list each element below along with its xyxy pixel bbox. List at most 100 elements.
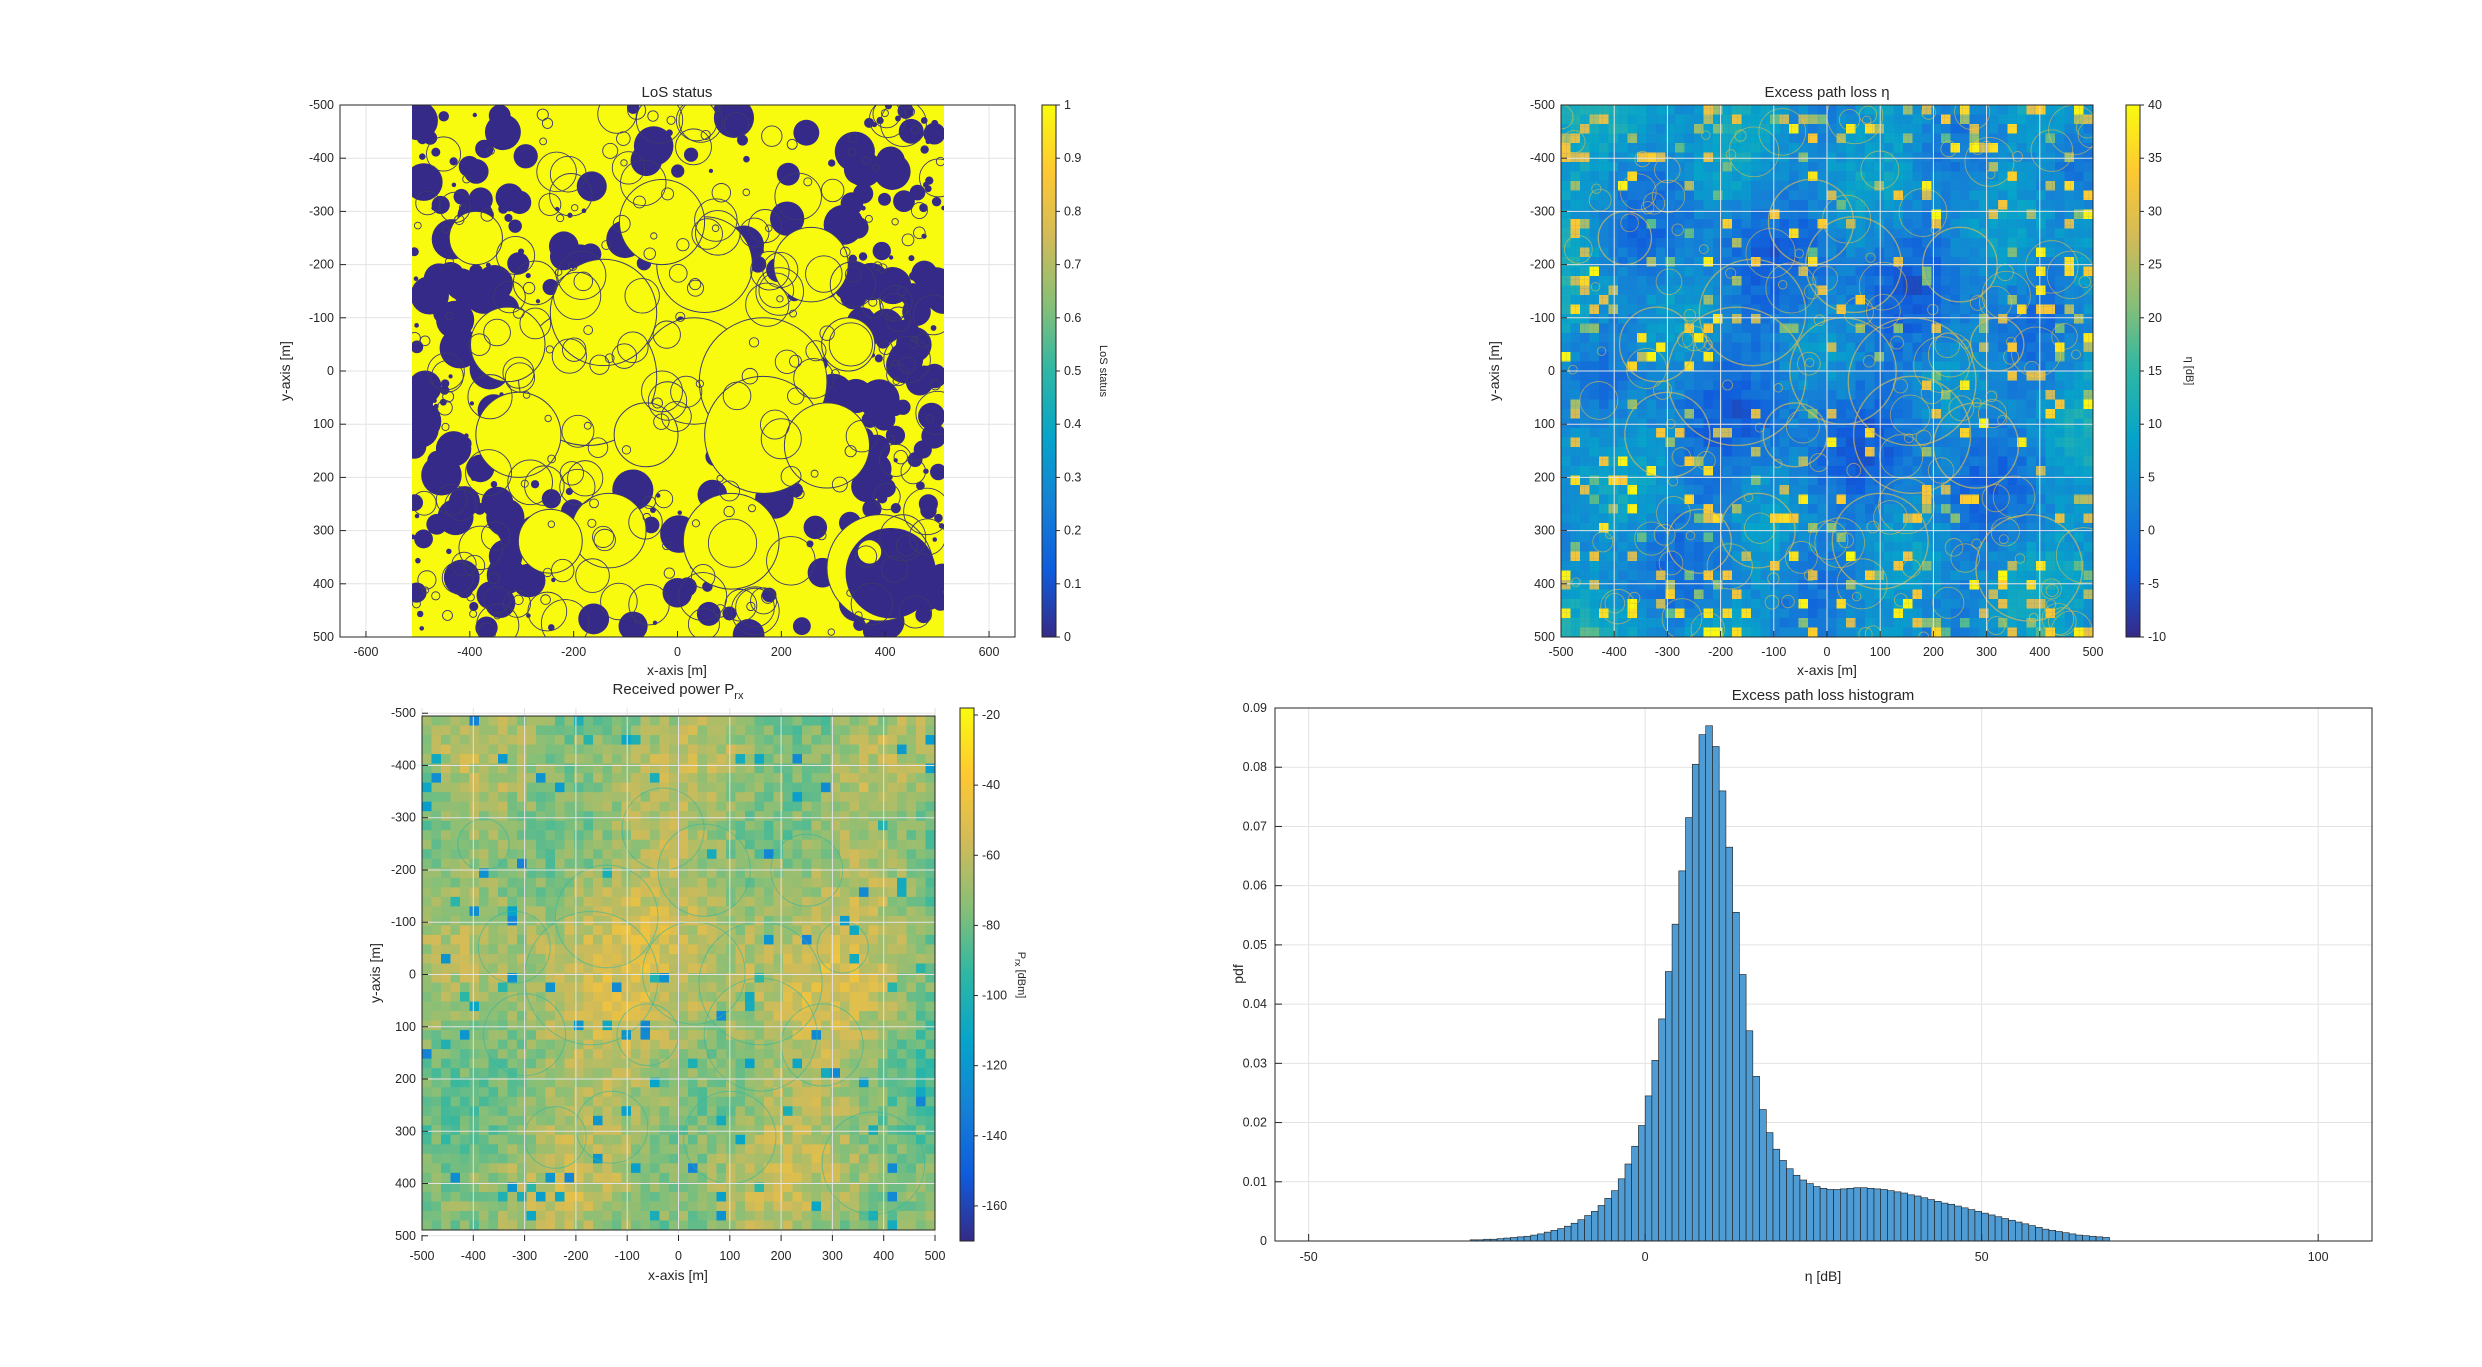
prx-cell — [859, 726, 869, 736]
prx-cell — [451, 802, 461, 812]
prx-cell — [555, 849, 565, 859]
prx-cell — [907, 830, 917, 840]
prx-cell — [669, 849, 679, 859]
prx-cell — [802, 716, 812, 726]
prx-cell — [489, 792, 499, 802]
prx-cell — [546, 735, 556, 745]
los-nlos-patch — [793, 617, 811, 635]
prx-cell — [546, 811, 556, 821]
prx-cell — [783, 716, 793, 726]
los-cbtick-label: 0.6 — [1064, 311, 1081, 325]
prx-cell — [897, 830, 907, 840]
prx-cell — [508, 783, 518, 793]
prx-cell — [479, 830, 489, 840]
prx-cell — [859, 745, 869, 755]
prx-cell — [916, 783, 926, 793]
los-nlos-patch — [471, 477, 475, 481]
prx-cell — [555, 821, 565, 831]
prx-cell — [669, 773, 679, 783]
prx-cell — [783, 754, 793, 764]
prx-cell — [878, 754, 888, 764]
los-crater-rim — [449, 211, 502, 264]
prx-cell — [774, 811, 784, 821]
prx-cell — [802, 792, 812, 802]
prx-cell — [593, 792, 603, 802]
los-nlos-patch — [411, 340, 424, 353]
prx-cell — [432, 821, 442, 831]
los-nlos-patch — [439, 111, 449, 121]
prx-cell — [527, 802, 537, 812]
prx-cell — [622, 783, 632, 793]
prx-cell — [593, 745, 603, 755]
prx-cell — [774, 821, 784, 831]
prx-cell — [850, 792, 860, 802]
prx-cell — [603, 802, 613, 812]
prx-cell — [774, 792, 784, 802]
prx-cell — [527, 811, 537, 821]
prx-cell — [707, 745, 717, 755]
prx-cell — [869, 830, 879, 840]
prx-cell — [660, 811, 670, 821]
prx-cell — [470, 792, 480, 802]
los-cbtick-label: 0.7 — [1064, 258, 1081, 272]
prx-cell — [755, 792, 765, 802]
prx-cell — [612, 735, 622, 745]
eta-xtick-label: 500 — [2083, 645, 2104, 659]
prx-cell — [859, 802, 869, 812]
prx-cell — [736, 726, 746, 736]
prx-cell — [812, 716, 822, 726]
los-nlos-patch — [491, 481, 498, 488]
prx-cell — [850, 811, 860, 821]
prx-cell — [603, 735, 613, 745]
prx-cell — [859, 735, 869, 745]
prx-cell — [907, 726, 917, 736]
los-xtick-label: -400 — [457, 645, 482, 659]
prx-cell — [755, 745, 765, 755]
prx-cell — [850, 821, 860, 831]
prx-cell — [688, 840, 698, 850]
prx-cell — [603, 821, 613, 831]
los-nlos-patch — [485, 503, 490, 508]
prx-cell — [631, 745, 641, 755]
los-nlos-patch — [498, 204, 508, 214]
prx-cell — [565, 716, 575, 726]
prx-cell — [584, 802, 594, 812]
los-ytick-label: 300 — [313, 524, 334, 538]
prx-cell — [660, 821, 670, 831]
los-nlos-patch — [536, 299, 540, 303]
eta-ytick-label: -400 — [1530, 151, 1555, 165]
prx-cell — [527, 821, 537, 831]
prx-cell — [707, 754, 717, 764]
prx-cell — [840, 811, 850, 821]
prx-cell — [593, 840, 603, 850]
eta-xtick-label: 100 — [1870, 645, 1891, 659]
los-nlos-patch — [923, 123, 945, 145]
prx-cell — [878, 735, 888, 745]
prx-cell — [907, 821, 917, 831]
prx-cell — [441, 849, 451, 859]
los-nlos-patch — [709, 169, 713, 173]
prx-cell — [489, 745, 499, 755]
prx-cell — [565, 745, 575, 755]
prx-cell — [536, 754, 546, 764]
prx-cell — [612, 745, 622, 755]
prx-cell — [897, 773, 907, 783]
prx-cell — [812, 735, 822, 745]
los-colorbar — [1042, 105, 1056, 637]
prx-cell — [916, 735, 926, 745]
prx-cell — [479, 811, 489, 821]
eta-cbtick-label: -5 — [2148, 577, 2159, 591]
los-ytick-label: -500 — [309, 98, 334, 112]
los-crater-rim — [476, 392, 561, 477]
prx-cell — [603, 726, 613, 736]
prx-cell — [470, 735, 480, 745]
eta-ytick-label: 100 — [1534, 417, 1555, 431]
prx-cell — [479, 849, 489, 859]
prx-cell — [498, 821, 508, 831]
prx-cell — [679, 802, 689, 812]
prx-cell — [555, 811, 565, 821]
prx-cell — [717, 840, 727, 850]
prx-cell — [774, 735, 784, 745]
prx-cell — [878, 745, 888, 755]
prx-cell — [812, 821, 822, 831]
